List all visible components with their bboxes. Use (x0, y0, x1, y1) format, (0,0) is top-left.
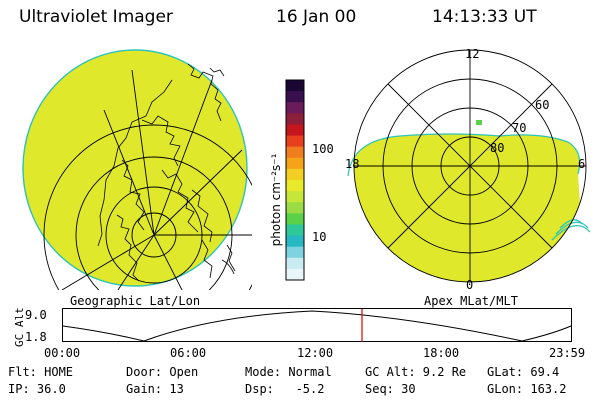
instrument-title: Ultraviolet Imager (19, 7, 173, 27)
colorbar-cell (286, 235, 304, 248)
observation-time: 14:13:33 UT (432, 7, 537, 27)
mlt-label-0: 0 (466, 278, 474, 292)
colorbar-tick-100: 100 (312, 142, 334, 156)
status-door: Door: Open (126, 365, 199, 379)
colorbar-cell (286, 135, 304, 148)
mlat-label-70: 70 (512, 121, 527, 135)
status-flight: Flt: HOME (8, 365, 74, 379)
geographic-image-panel (22, 49, 252, 290)
time-tick-1800: 18:00 (423, 346, 460, 360)
status-gc-alt: GC Alt: 9.2 Re (365, 365, 467, 379)
polar-image-panel (347, 49, 591, 283)
colorbar-cell (286, 146, 304, 159)
time-tick-0000: 00:00 (44, 346, 81, 360)
altitude-plot (62, 308, 572, 342)
mlt-label-18: 18 (345, 157, 360, 171)
altitude-tick-min: 1.8 (25, 330, 47, 344)
mlat-label-80: 80 (490, 141, 505, 155)
geographic-panel-label: Geographic Lat/Lon (70, 294, 201, 308)
colorbar-cell (286, 257, 304, 270)
colorbar: photon cm⁻²s⁻¹ (269, 79, 305, 281)
colorbar-cell (286, 213, 304, 225)
geo-latlon-grid (43, 69, 252, 290)
status-dsp: Dsp: -5.2 (245, 382, 325, 396)
colorbar-cell (286, 268, 304, 281)
time-tick-1200: 12:00 (297, 346, 334, 360)
status-glat: GLat: 69.4 (487, 365, 560, 379)
colorbar-cell (286, 246, 304, 259)
auroral-oval-fill (354, 134, 586, 282)
altitude-tick-max: 9.0 (25, 308, 47, 322)
colorbar-cell (286, 191, 304, 203)
geo-limb (22, 49, 248, 287)
status-seq: Seq: 30 (365, 382, 416, 396)
colorbar-cell (286, 124, 304, 137)
time-tick-2359: 23:59 (549, 346, 586, 360)
colorbar-cell (286, 180, 304, 192)
auroral-spot (476, 120, 482, 125)
colorbar-scale (286, 80, 304, 281)
time-tick-0600: 06:00 (170, 346, 207, 360)
polar-panel-label: Apex MLat/MLT (424, 294, 518, 308)
status-mode: Mode: Normal (245, 365, 332, 379)
geo-coastlines (97, 63, 236, 282)
altitude-axis-label: GC Alt (13, 307, 26, 347)
colorbar-cell (286, 80, 304, 92)
status-glon: GLon: 163.2 (487, 382, 567, 396)
colorbar-cell (286, 91, 304, 103)
altitude-curve (62, 310, 572, 342)
mlat-label-60: 60 (535, 98, 550, 112)
polar-grid (353, 49, 587, 283)
mlt-label-6: 6 (578, 157, 586, 171)
colorbar-cell (286, 224, 304, 237)
observation-date: 16 Jan 00 (276, 7, 357, 27)
colorbar-cell (286, 157, 304, 170)
colorbar-unit-label: photon cm⁻²s⁻¹ (269, 153, 283, 246)
colorbar-cell (286, 168, 304, 181)
colorbar-cell (286, 113, 304, 125)
colorbar-tick-10: 10 (312, 230, 327, 244)
status-gain: Gain: 13 (126, 382, 184, 396)
mlt-label-12: 12 (465, 47, 480, 61)
colorbar-cell (286, 102, 304, 114)
status-ip: IP: 36.0 (8, 382, 66, 396)
colorbar-cell (286, 202, 304, 214)
